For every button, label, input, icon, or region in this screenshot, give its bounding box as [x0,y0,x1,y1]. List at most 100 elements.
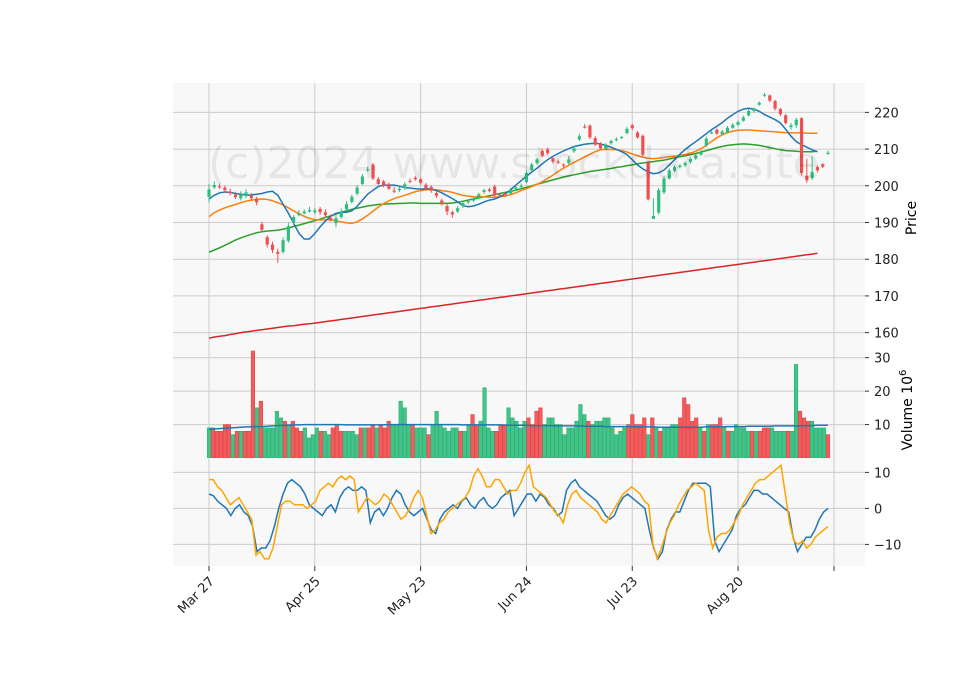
candle [318,207,322,215]
candle-body [762,94,767,96]
volume-bar [538,407,543,459]
candle-body [487,189,491,191]
volume-bar [674,424,679,459]
candle-body [667,170,671,179]
candle [366,166,370,172]
volume-bar [694,417,699,459]
volume-bar [574,420,579,459]
candle-body [228,191,232,194]
candle-body [519,185,523,187]
candle-body [419,179,423,183]
volume-bar [730,431,735,459]
candle [297,210,301,217]
volume-bar [226,424,232,459]
volume-bar [722,427,727,459]
ma-long-line [208,252,818,339]
volume-bar [390,424,395,459]
candle-body [535,159,539,164]
volume-bar [310,434,315,459]
candle [810,156,814,180]
volume-bar [570,427,575,459]
candle [217,183,222,190]
candle [456,205,460,213]
candle [307,206,312,213]
volume-bar [490,431,495,459]
volume-bar [254,407,259,459]
candle-body [641,135,645,155]
volume-bar [618,431,623,459]
candle [344,201,349,212]
candle-body [567,159,571,164]
volume-bar [258,400,263,459]
candle-body [799,118,804,173]
volume-axis-tick-label: 30 [874,352,891,367]
candle-body [244,192,248,197]
candle [646,160,650,201]
candle [546,147,550,155]
volume-bar [774,431,779,459]
candle [799,117,804,176]
volume-bar [298,431,303,459]
candle-body [604,144,608,149]
candle-body [334,218,338,224]
volume-bar [817,427,823,459]
volume-bar [530,424,535,459]
candle-body [741,117,745,121]
volume-bar [590,424,595,459]
candle [710,130,714,135]
candle-body [387,184,391,189]
volume-bar [422,427,427,459]
candle-body [614,139,618,141]
candle-body [598,143,603,149]
candle [551,157,555,164]
candle [313,208,317,215]
candle [630,123,634,130]
volume-bar [710,424,715,459]
volume-bar [602,417,607,459]
candle-body [710,132,714,134]
candle-body [498,194,502,197]
candle [413,176,417,181]
ma-fast-line [208,107,818,240]
volume-bar [414,427,419,459]
volume-bar [809,420,815,459]
candle-body [546,149,550,154]
volume-bar [686,404,691,459]
candle-body [715,129,719,134]
oscillator-axis-tick-label: 10 [874,466,891,481]
volume-bar [418,427,423,459]
candle [540,148,544,158]
candle-body [561,164,566,166]
candle-body [646,161,650,200]
oscillator-axis-tick-label: 0 [874,502,882,517]
candle-body [731,124,735,128]
volume-bar [562,434,567,459]
candle-body [651,215,655,219]
candle-body [736,121,740,125]
volume-bar [306,437,311,459]
volume-bar [542,424,547,459]
volume-bar [778,431,783,459]
volume-bar [738,427,743,459]
candle-body [376,179,380,184]
candle-body [556,161,560,163]
volume-bar [326,434,331,459]
candle-body [477,194,481,198]
candle [672,165,677,173]
volume-bar [366,427,371,459]
volume-bar [626,424,631,459]
volume-bar [706,424,711,459]
volume-bar [406,424,411,459]
price-axis-tick-label: 160 [874,327,899,342]
volume-bar [622,427,627,459]
candle-body [688,158,693,162]
volume-bar [746,431,751,459]
candle [667,168,671,180]
volume-bar [566,427,571,459]
candle [625,127,629,135]
volume-bar [813,427,819,459]
candle-body [620,136,624,138]
volume-bar [702,431,707,459]
candle-body [778,109,782,115]
oscillator-axis-tick-label: −10 [874,538,901,553]
